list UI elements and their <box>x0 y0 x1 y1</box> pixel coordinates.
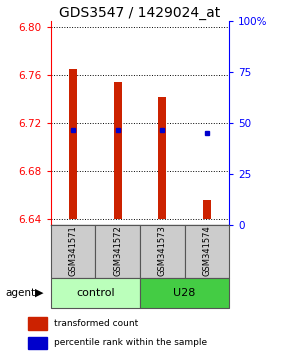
Text: ▶: ▶ <box>35 288 44 298</box>
Text: percentile rank within the sample: percentile rank within the sample <box>54 338 207 347</box>
Text: transformed count: transformed count <box>54 319 138 328</box>
Text: GSM341574: GSM341574 <box>202 225 211 276</box>
Title: GDS3547 / 1429024_at: GDS3547 / 1429024_at <box>59 6 221 20</box>
Bar <box>51 225 95 278</box>
Bar <box>95 225 140 278</box>
Bar <box>140 225 184 278</box>
Text: GSM341571: GSM341571 <box>68 225 77 276</box>
Bar <box>184 225 229 278</box>
Bar <box>28 337 48 349</box>
Bar <box>69 69 77 219</box>
Text: agent: agent <box>6 288 36 298</box>
Text: U28: U28 <box>173 288 196 298</box>
Bar <box>51 278 140 308</box>
Text: GSM341573: GSM341573 <box>158 225 167 276</box>
Bar <box>140 278 229 308</box>
Bar <box>158 97 166 219</box>
Text: control: control <box>76 288 115 298</box>
Text: GSM341572: GSM341572 <box>113 225 122 276</box>
Bar <box>114 82 122 219</box>
Bar <box>203 200 211 219</box>
Bar <box>28 317 48 330</box>
